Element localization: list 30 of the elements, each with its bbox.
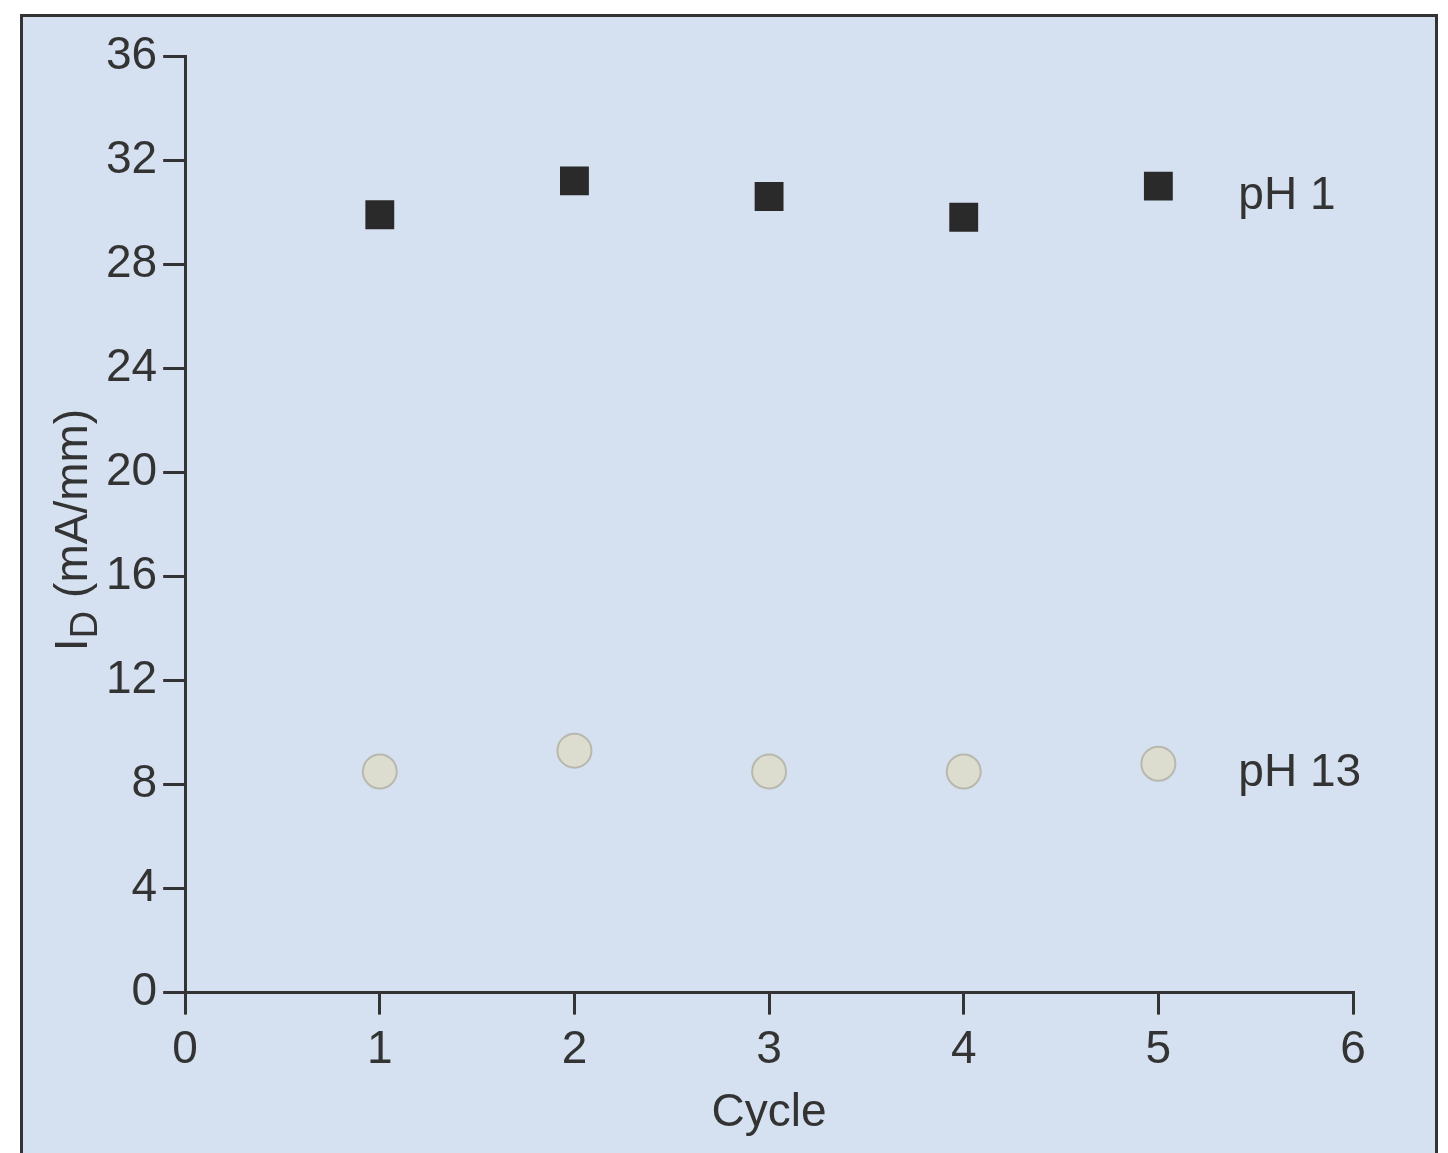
point [560,166,589,196]
x-tick-label: 6 [1340,1020,1366,1073]
series-label: pH 13 [1238,744,1362,797]
y-tick-label: 16 [105,547,158,600]
y-tick-label: 20 [105,442,158,495]
y-tick-label: 4 [131,859,158,912]
x-tick-label: 1 [367,1020,393,1073]
x-tick-label: 5 [1145,1020,1172,1073]
y-tick-label: 32 [105,130,158,183]
y-tick-label: 28 [105,234,158,287]
point [361,753,398,790]
y-tick-label: 12 [105,651,158,704]
x-tick-label: 3 [756,1020,782,1073]
y-tick-label: 8 [131,755,158,808]
x-tick-label: 4 [950,1020,977,1073]
point [949,202,979,232]
point [1143,171,1173,201]
series-label: pH 1 [1238,166,1336,219]
x-tick-label: 2 [561,1020,588,1073]
y-tick-label: 24 [105,338,158,391]
point [1140,745,1177,782]
y-tick-label: 36 [105,26,158,79]
point [754,182,784,211]
x-axis-title: Cycle [711,1084,827,1137]
x-tick-label: 0 [172,1020,198,1073]
y-tick-label: 0 [131,963,158,1016]
point [751,753,788,790]
point [365,200,395,230]
point [945,753,982,790]
point [556,732,593,769]
